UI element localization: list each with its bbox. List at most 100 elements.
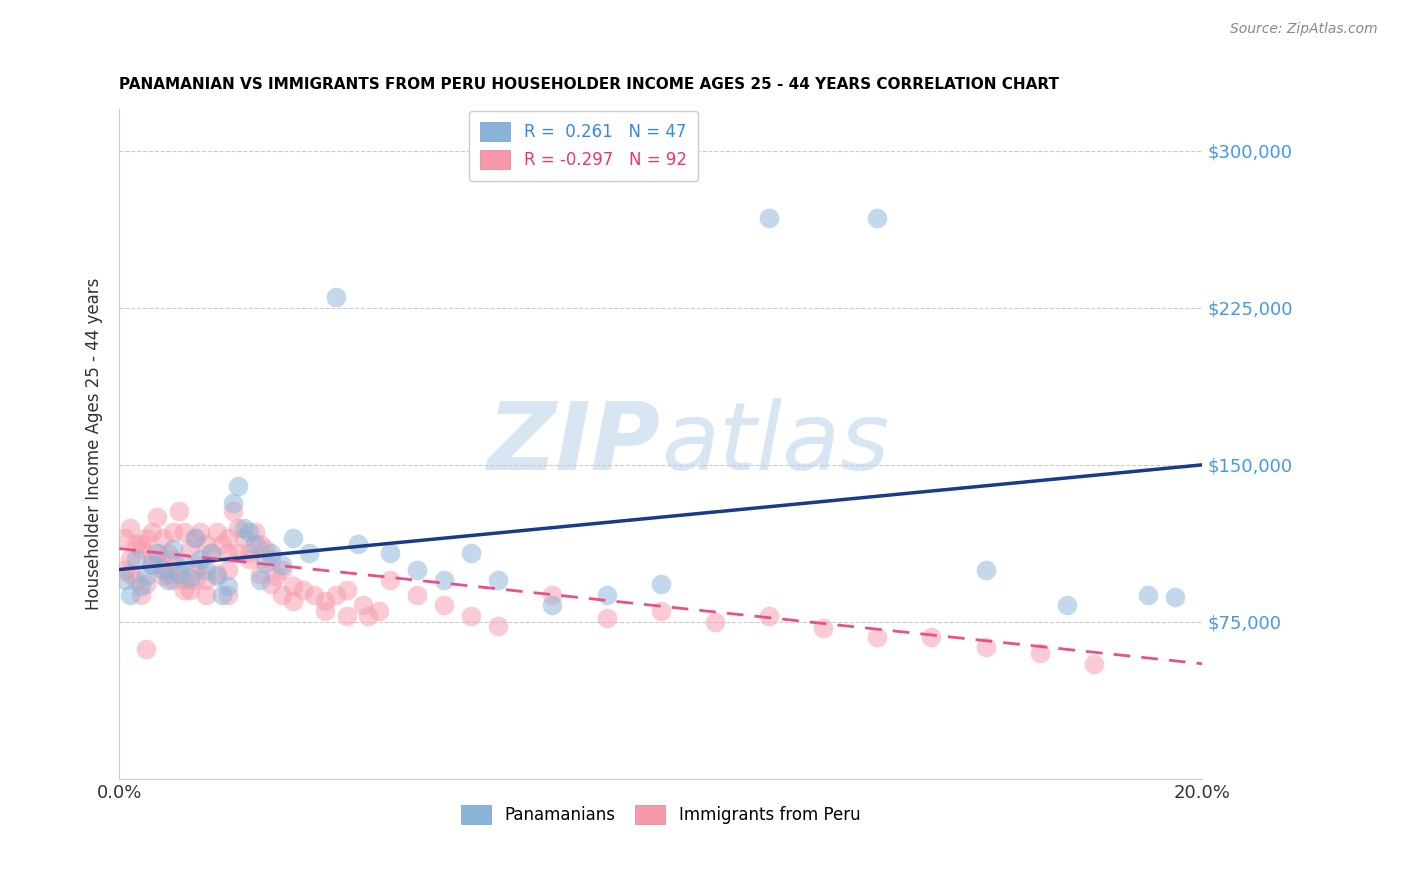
Point bbox=[129, 537, 152, 551]
Point bbox=[162, 552, 184, 566]
Point bbox=[211, 537, 233, 551]
Point bbox=[135, 577, 157, 591]
Point bbox=[167, 566, 190, 581]
Point bbox=[758, 608, 780, 623]
Point bbox=[238, 524, 260, 539]
Point bbox=[114, 562, 136, 576]
Point bbox=[135, 531, 157, 545]
Point bbox=[152, 569, 174, 583]
Point bbox=[260, 552, 283, 566]
Point bbox=[541, 598, 564, 612]
Point bbox=[184, 531, 207, 545]
Point bbox=[173, 583, 195, 598]
Point bbox=[249, 537, 271, 551]
Point bbox=[974, 562, 997, 576]
Point bbox=[146, 546, 169, 560]
Point bbox=[486, 619, 509, 633]
Point bbox=[194, 588, 217, 602]
Point bbox=[243, 524, 266, 539]
Point bbox=[129, 579, 152, 593]
Point bbox=[173, 573, 195, 587]
Point bbox=[232, 521, 254, 535]
Point bbox=[281, 579, 304, 593]
Point bbox=[541, 588, 564, 602]
Point bbox=[184, 573, 207, 587]
Point bbox=[162, 573, 184, 587]
Point bbox=[156, 573, 179, 587]
Point bbox=[222, 504, 245, 518]
Point bbox=[217, 588, 239, 602]
Point bbox=[758, 211, 780, 225]
Text: Source: ZipAtlas.com: Source: ZipAtlas.com bbox=[1230, 22, 1378, 37]
Point bbox=[460, 546, 482, 560]
Point bbox=[460, 608, 482, 623]
Point bbox=[249, 566, 271, 581]
Point bbox=[162, 541, 184, 556]
Point bbox=[190, 558, 212, 573]
Point bbox=[314, 604, 336, 618]
Point bbox=[120, 552, 142, 566]
Point bbox=[595, 588, 617, 602]
Point bbox=[238, 546, 260, 560]
Text: PANAMANIAN VS IMMIGRANTS FROM PERU HOUSEHOLDER INCOME AGES 25 - 44 YEARS CORRELA: PANAMANIAN VS IMMIGRANTS FROM PERU HOUSE… bbox=[120, 78, 1059, 93]
Point bbox=[314, 594, 336, 608]
Legend: Panamanians, Immigrants from Peru: Panamanians, Immigrants from Peru bbox=[454, 798, 868, 830]
Point bbox=[179, 571, 201, 585]
Point bbox=[406, 588, 429, 602]
Point bbox=[152, 558, 174, 573]
Point bbox=[205, 569, 228, 583]
Point bbox=[1137, 588, 1160, 602]
Point bbox=[114, 573, 136, 587]
Point bbox=[152, 562, 174, 576]
Point bbox=[866, 630, 889, 644]
Point bbox=[141, 558, 163, 573]
Point bbox=[152, 531, 174, 545]
Point bbox=[650, 604, 672, 618]
Point bbox=[120, 566, 142, 581]
Point bbox=[346, 537, 368, 551]
Point bbox=[141, 552, 163, 566]
Point bbox=[228, 479, 250, 493]
Point bbox=[811, 621, 834, 635]
Point bbox=[260, 546, 283, 560]
Point bbox=[120, 588, 142, 602]
Point bbox=[179, 583, 201, 598]
Point bbox=[205, 566, 228, 581]
Point bbox=[1029, 646, 1052, 660]
Point bbox=[228, 521, 250, 535]
Point bbox=[135, 569, 157, 583]
Point bbox=[184, 531, 207, 545]
Point bbox=[595, 610, 617, 624]
Point bbox=[146, 546, 169, 560]
Point bbox=[357, 608, 380, 623]
Point bbox=[200, 546, 222, 560]
Point bbox=[486, 573, 509, 587]
Point bbox=[173, 556, 195, 570]
Point bbox=[217, 562, 239, 576]
Point bbox=[270, 562, 292, 576]
Point bbox=[866, 211, 889, 225]
Point bbox=[156, 546, 179, 560]
Point bbox=[135, 642, 157, 657]
Point bbox=[114, 531, 136, 545]
Point bbox=[703, 615, 725, 629]
Point bbox=[281, 531, 304, 545]
Text: ZIP: ZIP bbox=[488, 398, 661, 490]
Point bbox=[1083, 657, 1105, 671]
Point bbox=[141, 558, 163, 573]
Point bbox=[266, 569, 288, 583]
Point bbox=[1056, 598, 1078, 612]
Point bbox=[141, 524, 163, 539]
Point bbox=[167, 562, 190, 576]
Point bbox=[156, 566, 179, 581]
Point bbox=[124, 537, 146, 551]
Point bbox=[281, 594, 304, 608]
Point bbox=[1164, 590, 1187, 604]
Point bbox=[146, 510, 169, 524]
Point bbox=[228, 546, 250, 560]
Point bbox=[270, 558, 292, 573]
Point bbox=[179, 541, 201, 556]
Point bbox=[254, 556, 277, 570]
Point bbox=[124, 552, 146, 566]
Point bbox=[211, 588, 233, 602]
